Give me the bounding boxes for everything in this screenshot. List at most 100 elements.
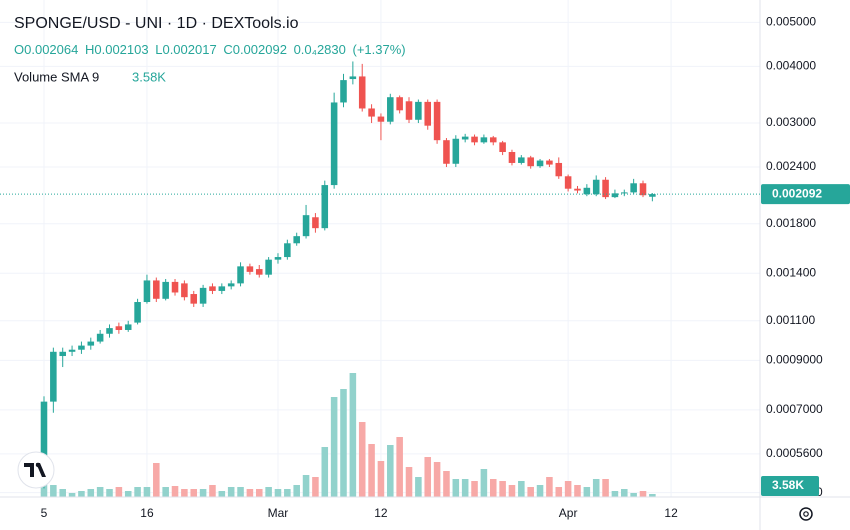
candle-body [255, 269, 263, 275]
volume-bar [96, 487, 104, 497]
volume-bar [190, 489, 198, 497]
volume-sma-tag-label: 3.58K [772, 478, 804, 492]
x-tick-label: 5 [41, 506, 48, 520]
volume-bar [162, 487, 169, 497]
volume-bar [265, 487, 272, 497]
candle-body [630, 183, 637, 193]
candle-body [592, 179, 600, 195]
settings-button[interactable] [799, 507, 813, 521]
change-percent: (+1.37%) [353, 42, 406, 57]
candle-body [508, 152, 516, 163]
y-tick-label: 0.0007000 [766, 402, 823, 416]
volume-bar [246, 489, 254, 497]
last-price-tag [761, 184, 850, 205]
volume-bar [518, 481, 525, 497]
candle-body [536, 160, 544, 167]
candle-body [583, 187, 591, 195]
volume-bar [330, 397, 338, 497]
candle-body [274, 257, 282, 260]
candle-body [621, 192, 628, 194]
volume-bar [630, 493, 637, 497]
candle-body [358, 76, 366, 109]
y-tick-label: 0.0009000 [766, 353, 823, 367]
x-tick-label: Mar [268, 506, 289, 520]
volume-bar [564, 481, 572, 497]
candle-body [555, 162, 563, 177]
volume-bar [134, 487, 141, 497]
candle-body [452, 138, 460, 164]
volume-bar [611, 491, 619, 497]
candle-body [639, 183, 647, 196]
volume-bar [153, 463, 160, 497]
volume-bar [621, 489, 628, 497]
volume-bar [649, 494, 656, 497]
volume-bar [50, 485, 57, 497]
close-label: C [223, 42, 232, 57]
open-label: O [14, 42, 24, 57]
volume-bar [536, 485, 544, 497]
volume-bar [124, 491, 132, 497]
settings-gear-center[interactable] [803, 511, 809, 517]
candle-body [433, 101, 441, 141]
volume-bar [78, 491, 85, 497]
y-tick-label: 0.001400 [766, 265, 816, 279]
candle-body [396, 97, 403, 111]
volume-bar [115, 487, 123, 497]
volume-bar [489, 479, 497, 497]
candle-body [106, 328, 113, 334]
candle-body [415, 101, 422, 120]
candle-body [50, 351, 57, 402]
candle-body [218, 286, 226, 291]
candle-body [246, 266, 254, 272]
candle-body [321, 185, 329, 229]
candle-body [340, 80, 347, 103]
volume-bar [218, 491, 226, 497]
x-tick-label: 12 [374, 506, 388, 520]
volume-bar [349, 373, 357, 497]
volume-bar [284, 489, 291, 497]
candle-body [115, 326, 123, 330]
candle-body [405, 101, 413, 120]
y-tick-label: 0.0005600 [766, 446, 823, 460]
candle-body [162, 281, 169, 299]
volume-bar [255, 489, 263, 497]
close-value: 0.002092 [233, 42, 287, 57]
candle-body [546, 160, 553, 165]
volume-bar [405, 467, 413, 497]
volume-bar [377, 461, 385, 497]
candle-body [284, 243, 291, 258]
volume-bar [171, 486, 179, 497]
volume-bar [583, 487, 591, 497]
change-value: 0.0₄2830 [294, 42, 346, 57]
low-value: 0.002017 [162, 42, 216, 57]
candle-body [181, 283, 188, 298]
candle-body [377, 116, 385, 122]
candle-body [134, 302, 141, 323]
y-tick-label: 0.002400 [766, 159, 816, 173]
candle-body [87, 341, 95, 346]
candle-body [564, 176, 572, 189]
candle-body [59, 351, 66, 357]
candle-body [527, 157, 534, 167]
volume-bar [68, 493, 76, 497]
candle-body [471, 136, 478, 143]
volume-bar [433, 462, 441, 497]
volume-bar [209, 485, 216, 497]
candle-body [40, 401, 48, 477]
candle-body [190, 294, 198, 304]
candle-body [499, 142, 506, 153]
y-tick-label: 0.004000 [766, 58, 816, 72]
volume-indicator-value: 3.58K [132, 69, 166, 84]
candle-body [574, 188, 581, 191]
volume-bar [321, 447, 329, 497]
volume-bar [387, 445, 394, 497]
candle-layer [40, 61, 656, 489]
volume-bar [452, 479, 460, 497]
volume-bar [181, 489, 188, 497]
volume-bar [396, 437, 403, 497]
volume-bar [237, 487, 244, 497]
settings-gear[interactable] [799, 507, 813, 521]
volume-bar [527, 487, 534, 497]
